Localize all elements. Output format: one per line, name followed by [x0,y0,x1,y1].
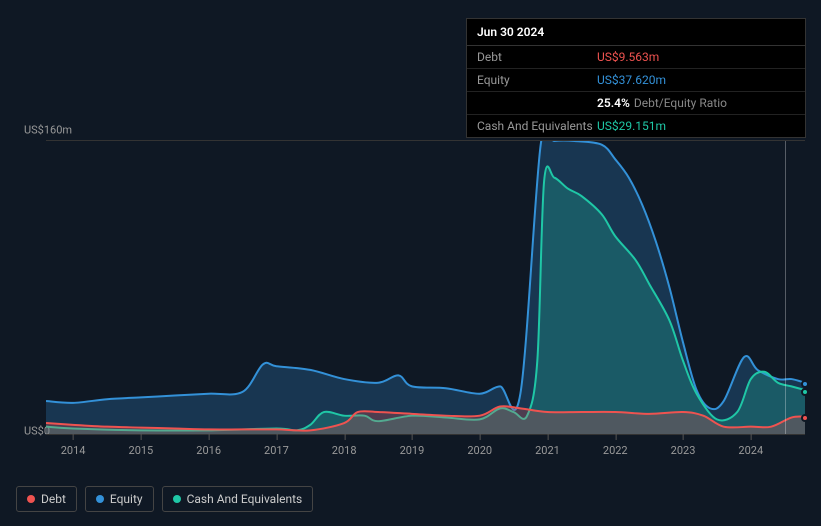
legend-dot-icon [96,495,104,503]
chart-area: US$160m US$0 201420152016201720182019202… [16,120,805,460]
legend-item[interactable]: Debt [16,486,77,512]
tooltip-row-value: 25.4%Debt/Equity Ratio [597,96,795,110]
x-axis-tick: 2016 [196,444,221,457]
legend-dot-icon [173,495,181,503]
tooltip-row-label [477,96,597,110]
chart-plot[interactable] [46,140,805,435]
x-axis-tick: 2015 [129,444,154,457]
legend-dot-icon [27,495,35,503]
x-axis-tick: 2020 [467,444,492,457]
tooltip-row: 25.4%Debt/Equity Ratio [467,92,805,115]
series-end-dot [801,414,809,422]
tooltip-date: Jun 30 2024 [467,19,805,46]
chart-legend: Debt Equity Cash And Equivalents [16,486,313,512]
legend-label: Debt [41,492,66,506]
tooltip-row-label: Debt [477,50,597,64]
legend-item[interactable]: Equity [85,486,154,512]
x-axis-tick: 2018 [332,444,357,457]
x-axis-tick: 2022 [603,444,628,457]
tooltip-row: EquityUS$37.620m [467,69,805,92]
tooltip-row-label: Equity [477,73,597,87]
x-axis-tick: 2021 [535,444,560,457]
crosshair-line [785,141,786,434]
legend-label: Equity [110,492,143,506]
tooltip-row-value: US$9.563m [597,50,795,64]
y-axis-max-label: US$160m [24,124,72,137]
legend-item[interactable]: Cash And Equivalents [162,486,314,512]
tooltip-row: DebtUS$9.563m [467,46,805,69]
x-axis: 2014 2015 2016 2017 2018 2019 2020 2021 2022 2023… [46,438,805,468]
x-axis-tick: 2023 [671,444,696,457]
series-line [46,141,805,410]
x-axis-tick: 2014 [61,444,86,457]
series-end-dot [801,388,809,396]
x-axis-tick: 2017 [264,444,289,457]
x-axis-tick: 2019 [400,444,425,457]
tooltip-row-value: US$37.620m [597,73,795,87]
x-axis-tick: 2024 [738,444,763,457]
legend-label: Cash And Equivalents [187,492,303,506]
